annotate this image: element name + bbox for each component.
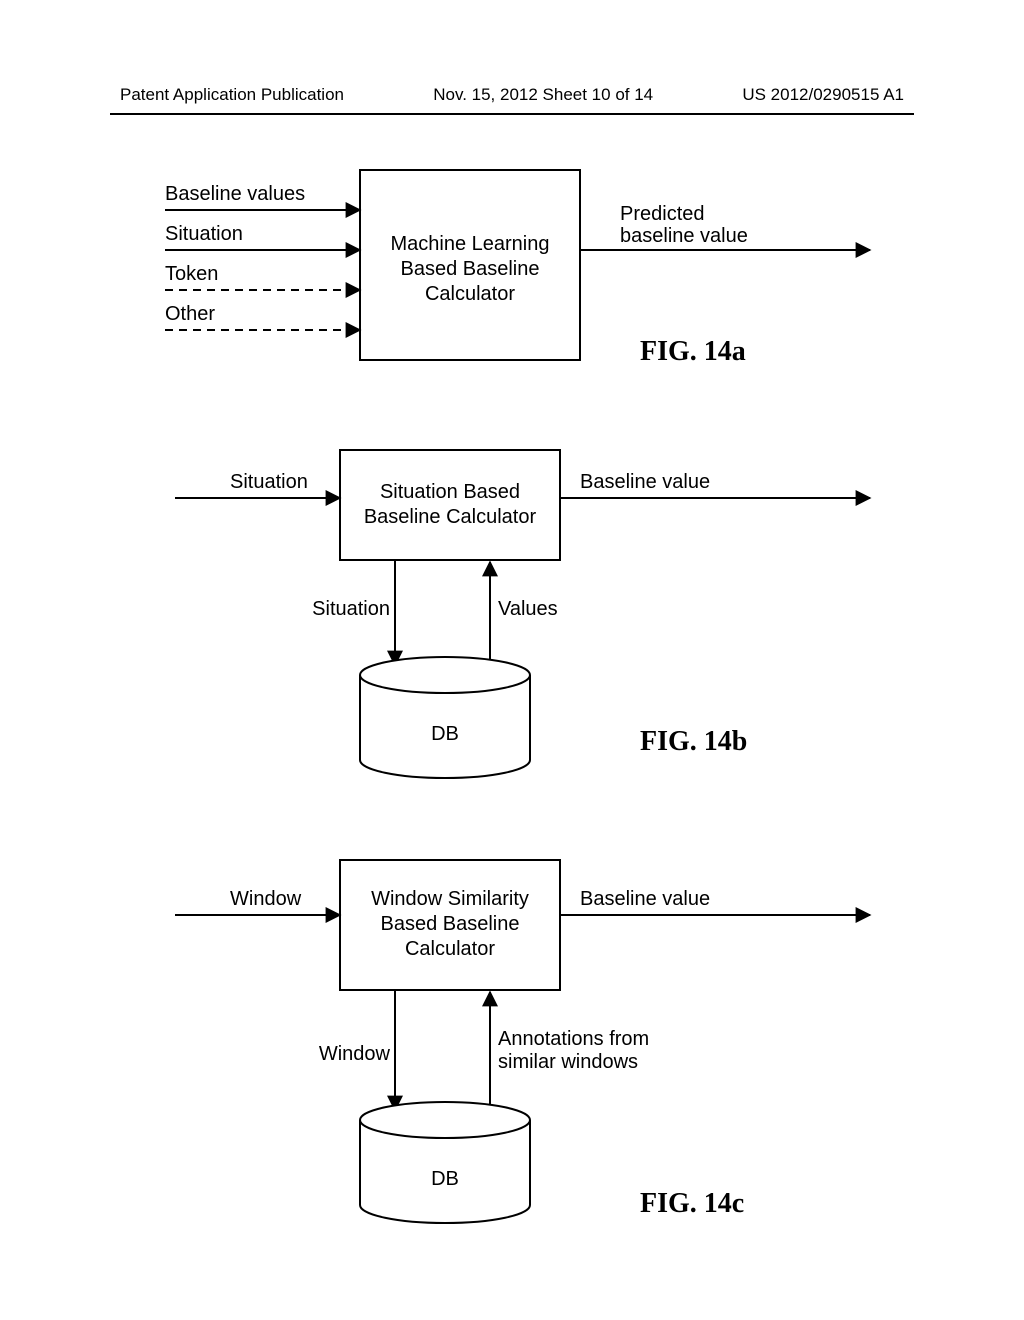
ml-box-line3: Calculator xyxy=(425,283,515,305)
label-token: Token xyxy=(165,263,218,285)
label-situation-down: Situation xyxy=(312,598,390,620)
label-baseline-out-b: Baseline value xyxy=(580,471,710,493)
win-box-line3: Calculator xyxy=(405,938,495,960)
label-baseline-out-c: Baseline value xyxy=(580,888,710,910)
label-other: Other xyxy=(165,303,215,325)
fig-14b: Situation Based Baseline Calculator Situ… xyxy=(175,450,870,778)
header-rule xyxy=(110,113,914,115)
label-situation-b: Situation xyxy=(230,471,308,493)
win-box-line1: Window Similarity xyxy=(371,888,529,910)
sit-box-line1: Situation Based xyxy=(380,481,520,503)
db-cylinder-c: DB xyxy=(360,1102,530,1223)
diagram-canvas: Machine Learning Based Baseline Calculat… xyxy=(0,140,1024,1280)
header-right: US 2012/0290515 A1 xyxy=(742,85,904,105)
label-predicted-l2: baseline value xyxy=(620,225,748,247)
label-window-down: Window xyxy=(319,1043,391,1065)
db-label-b: DB xyxy=(431,723,459,745)
sit-box-line2: Baseline Calculator xyxy=(364,506,537,528)
fig-14c-caption: FIG. 14c xyxy=(640,1188,744,1219)
ml-box-line2: Based Baseline xyxy=(401,258,540,280)
ml-box-line1: Machine Learning xyxy=(391,233,550,255)
label-window-in: Window xyxy=(230,888,302,910)
label-baseline-values: Baseline values xyxy=(165,183,305,205)
label-situation-a: Situation xyxy=(165,223,243,245)
fig-14a: Machine Learning Based Baseline Calculat… xyxy=(165,170,870,367)
header-center: Nov. 15, 2012 Sheet 10 of 14 xyxy=(433,85,653,105)
win-box-line2: Based Baseline xyxy=(381,913,520,935)
fig-14b-caption: FIG. 14b xyxy=(640,726,747,757)
fig-14c: Window Similarity Based Baseline Calcula… xyxy=(175,860,870,1223)
label-annotations-l1: Annotations from xyxy=(498,1028,649,1050)
db-cylinder-b: DB xyxy=(360,657,530,778)
fig-14a-caption: FIG. 14a xyxy=(640,336,746,367)
page-header: Patent Application Publication Nov. 15, … xyxy=(120,85,904,105)
situation-calculator-box xyxy=(340,450,560,560)
label-predicted-l1: Predicted xyxy=(620,203,705,225)
header-left: Patent Application Publication xyxy=(120,85,344,105)
label-annotations-l2: similar windows xyxy=(498,1051,638,1073)
db-label-c: DB xyxy=(431,1168,459,1190)
label-values-up: Values xyxy=(498,598,558,620)
page: Patent Application Publication Nov. 15, … xyxy=(0,0,1024,1320)
